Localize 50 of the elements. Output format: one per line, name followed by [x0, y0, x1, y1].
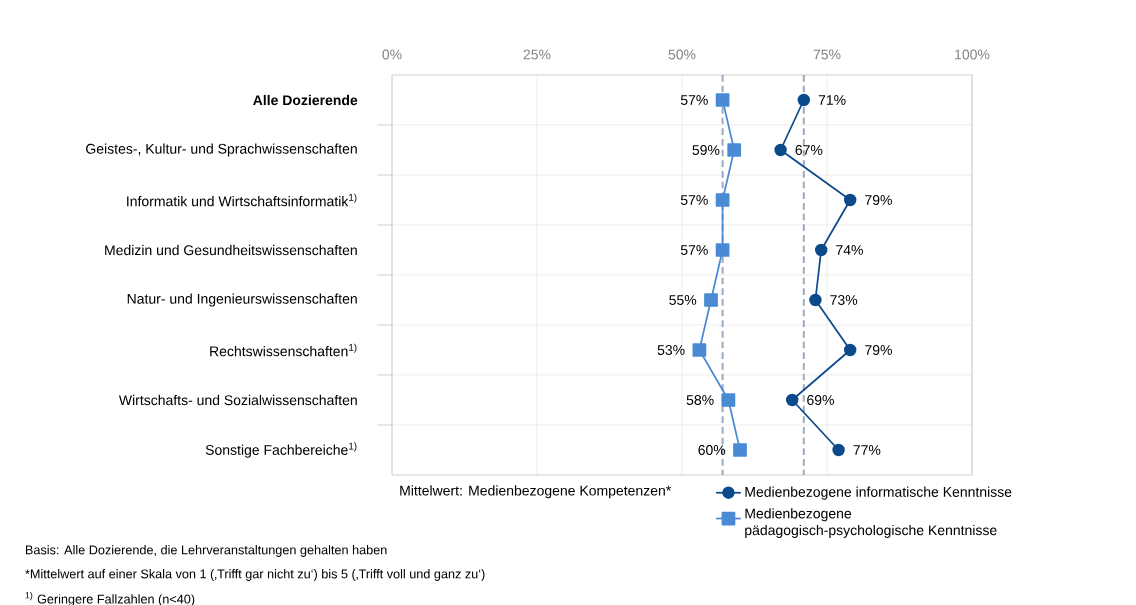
data-label: 67%	[795, 145, 823, 155]
point	[692, 343, 707, 357]
data-label: 60%	[698, 445, 726, 455]
data-label: 77%	[853, 445, 881, 455]
y-tick-label: Sonstige Fachbereiche$^{1)}$	[205, 442, 357, 458]
y-tick-label: Wirtschafts- und Sozialwissenschaften	[118, 394, 357, 406]
data-label: 58%	[686, 395, 714, 405]
point	[733, 443, 747, 457]
point	[727, 143, 742, 157]
point	[715, 93, 730, 107]
point	[843, 343, 857, 357]
y-tick-label: Natur- und Ingenieurswissenschaften	[127, 293, 357, 307]
data-label: 59%	[692, 145, 720, 155]
data-label: 73%	[830, 295, 858, 305]
y-tick-label: Rechtswissenschaften$^{1)}$	[210, 343, 357, 357]
point	[715, 243, 730, 257]
x-tick-label: 50%	[668, 49, 696, 60]
point	[786, 393, 799, 407]
data-label: 57%	[680, 195, 708, 205]
x-tick-label: 75%	[813, 49, 841, 60]
point	[704, 293, 718, 307]
x-tick-label: 100%	[955, 49, 990, 60]
y-tick-label: Informatik und Wirtschaftsinformatik$^{1)}$	[127, 193, 357, 207]
y-tick-label: Medizin und Gesundheitswissenschaften	[105, 244, 357, 256]
text: *Mittelwert auf einer Skala von 1 (‚Trifft gar nicht zu‘) bis 5 (‚Trifft voll und ganz zu‘)	[25, 569, 485, 581]
x-tick-label: 0%	[382, 49, 402, 60]
data-label: 69%	[807, 395, 834, 405]
point	[774, 143, 787, 157]
x-axis-title: Mittelwert: Medienbezogene Kompetenzen*	[400, 485, 671, 499]
legend-label: Medienbezogene pädagogisch-psychologische Kenntnisse	[745, 508, 997, 538]
point	[843, 193, 857, 207]
data-label: 53%	[657, 345, 685, 355]
data-label: 79%	[865, 195, 892, 205]
point	[815, 243, 828, 257]
text: Basis: Alle Dozierende, die Lehrveranstaltungen gehalten haben	[25, 545, 387, 557]
data-label: 55%	[669, 295, 697, 305]
point	[721, 393, 736, 407]
data-label: 57%	[680, 95, 708, 105]
data-label: 74%	[836, 245, 863, 255]
x-tick-label: 25%	[523, 49, 551, 60]
y-tick-label: Geistes-, Kultur- und Sprachwissenschaften	[86, 143, 357, 157]
data-label: 71%	[818, 95, 846, 105]
y-tick-label: Alle Dozierende	[253, 94, 358, 106]
point	[797, 93, 810, 107]
legend-label: Medienbezogene informatische Kenntnisse	[745, 486, 1012, 500]
point	[832, 443, 845, 457]
point	[715, 193, 730, 207]
data-label: 79%	[865, 345, 892, 355]
data-label: 57%	[680, 245, 708, 255]
point	[809, 293, 822, 307]
